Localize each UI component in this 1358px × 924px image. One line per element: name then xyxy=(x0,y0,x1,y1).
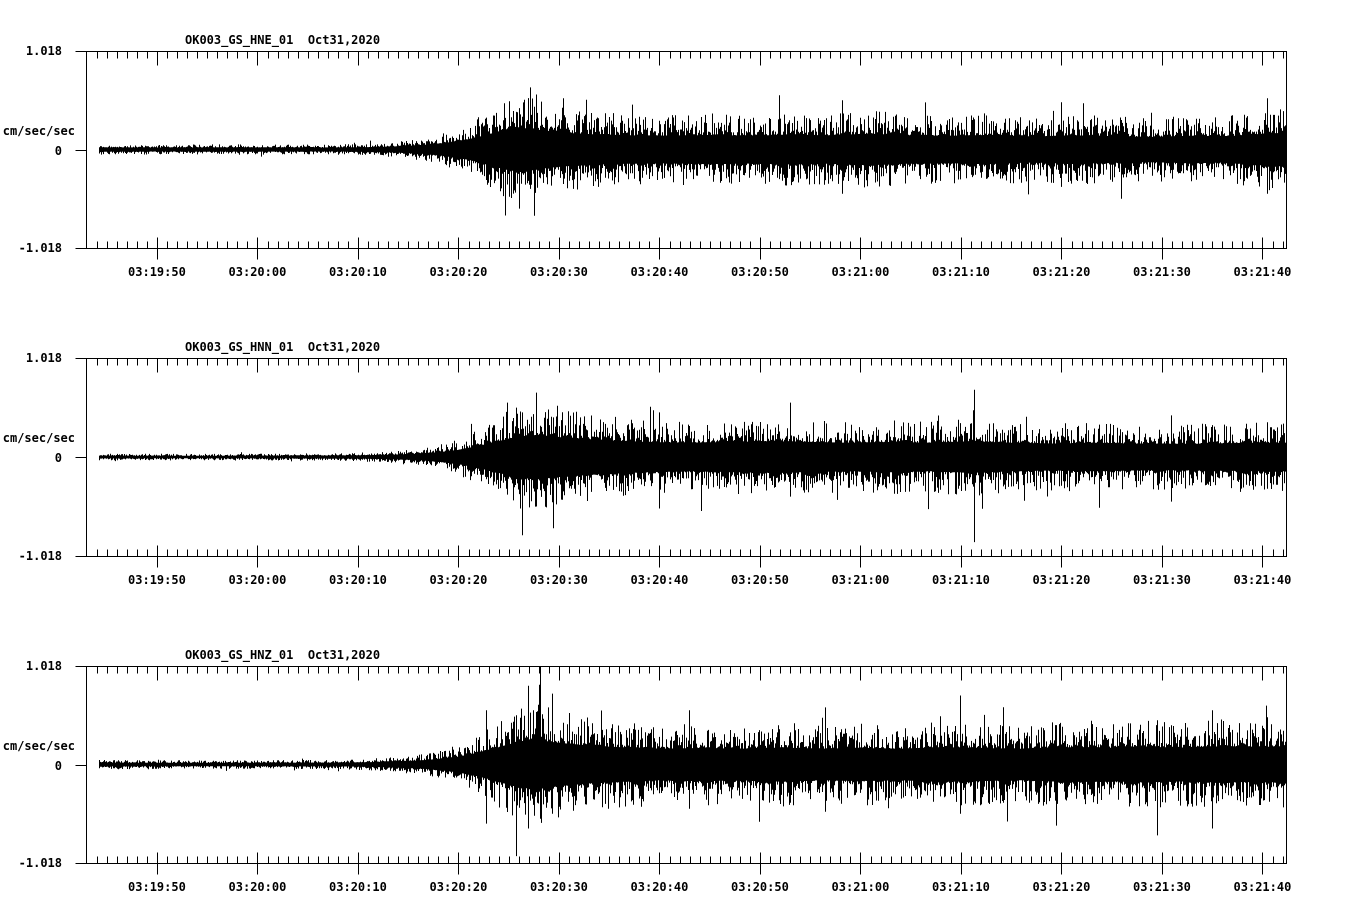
x-axis-time-label: 03:20:10 xyxy=(329,573,387,587)
x-axis-time-label: 03:19:50 xyxy=(128,573,186,587)
y-axis-zero-label: 0 xyxy=(54,758,62,773)
x-axis-time-label: 03:20:30 xyxy=(530,573,588,587)
x-axis-time-label: 03:20:50 xyxy=(731,573,789,587)
x-axis-time-label: 03:20:20 xyxy=(429,573,488,587)
x-axis-time-label: 03:20:00 xyxy=(228,880,287,894)
x-axis-time-label: 03:20:10 xyxy=(329,880,387,894)
axis-ticks xyxy=(75,51,1284,260)
trace-title: OK003_GS_HNE_01 Oct31,2020 xyxy=(185,33,381,47)
axis-ticks xyxy=(75,358,1284,568)
y-axis-min-label: -1.018 xyxy=(18,241,62,255)
x-axis-time-label: 03:20:30 xyxy=(530,265,588,279)
x-axis-time-label: 03:21:30 xyxy=(1133,265,1191,279)
y-axis-max-label: 1.018 xyxy=(25,659,62,673)
y-axis-max-label: 1.018 xyxy=(25,351,62,365)
x-axis-time-label: 03:20:50 xyxy=(731,880,789,894)
waveform-trace-hnz xyxy=(99,666,1286,857)
x-axis-time-label: 03:20:50 xyxy=(731,265,789,279)
x-axis-time-label: 03:21:40 xyxy=(1233,573,1292,587)
x-axis-time-label: 03:21:10 xyxy=(932,880,990,894)
x-axis-time-label: 03:21:20 xyxy=(1032,880,1091,894)
y-axis-zero-label: 0 xyxy=(54,143,62,158)
seismogram-panel-hnz xyxy=(75,666,1287,875)
x-axis-time-label: 03:21:30 xyxy=(1133,880,1191,894)
x-axis-time-label: 03:20:00 xyxy=(228,265,287,279)
x-axis-time-label: 03:21:00 xyxy=(831,880,890,894)
seismogram-panel-hnn xyxy=(75,358,1287,568)
axis-ticks xyxy=(75,666,1284,875)
y-axis-units-label: cm/sec/sec xyxy=(2,738,75,753)
x-axis-time-label: 03:21:20 xyxy=(1032,573,1091,587)
x-axis-time-label: 03:21:00 xyxy=(831,265,890,279)
y-axis-units-label: cm/sec/sec xyxy=(2,431,75,445)
x-axis-time-label: 03:21:00 xyxy=(831,573,890,587)
x-axis-time-label: 03:20:40 xyxy=(630,265,689,279)
y-axis-min-label: -1.018 xyxy=(18,549,62,563)
x-axis-time-label: 03:21:40 xyxy=(1233,880,1292,894)
y-axis-max-label: 1.018 xyxy=(25,44,62,58)
trace-title: OK003_GS_HNZ_01 Oct31,2020 xyxy=(185,648,381,662)
y-axis-min-label: -1.018 xyxy=(18,856,62,870)
x-axis-time-label: 03:21:10 xyxy=(932,265,990,279)
x-axis-time-label: 03:20:40 xyxy=(630,573,689,587)
x-axis-time-label: 03:21:20 xyxy=(1032,265,1091,279)
x-axis-time-label: 03:21:40 xyxy=(1233,265,1292,279)
seismogram-panel-hne xyxy=(75,51,1287,260)
x-axis-time-label: 03:20:30 xyxy=(530,880,588,894)
y-axis-units-label: cm/sec/sec xyxy=(2,123,75,138)
trace-title: OK003_GS_HNN_01 Oct31,2020 xyxy=(185,340,381,354)
x-axis-time-label: 03:20:20 xyxy=(429,265,488,279)
x-axis-time-label: 03:21:10 xyxy=(932,573,990,587)
x-axis-time-label: 03:19:50 xyxy=(128,880,186,894)
x-axis-time-label: 03:20:10 xyxy=(329,265,387,279)
waveform-trace-hnn xyxy=(99,389,1286,543)
waveform-trace-hne xyxy=(99,87,1286,216)
x-axis-time-label: 03:20:40 xyxy=(630,880,689,894)
x-axis-time-label: 03:19:50 xyxy=(128,265,186,279)
x-axis-time-label: 03:20:20 xyxy=(429,880,488,894)
x-axis-time-label: 03:21:30 xyxy=(1133,573,1191,587)
y-axis-zero-label: 0 xyxy=(54,451,62,465)
x-axis-time-label: 03:20:00 xyxy=(228,573,287,587)
